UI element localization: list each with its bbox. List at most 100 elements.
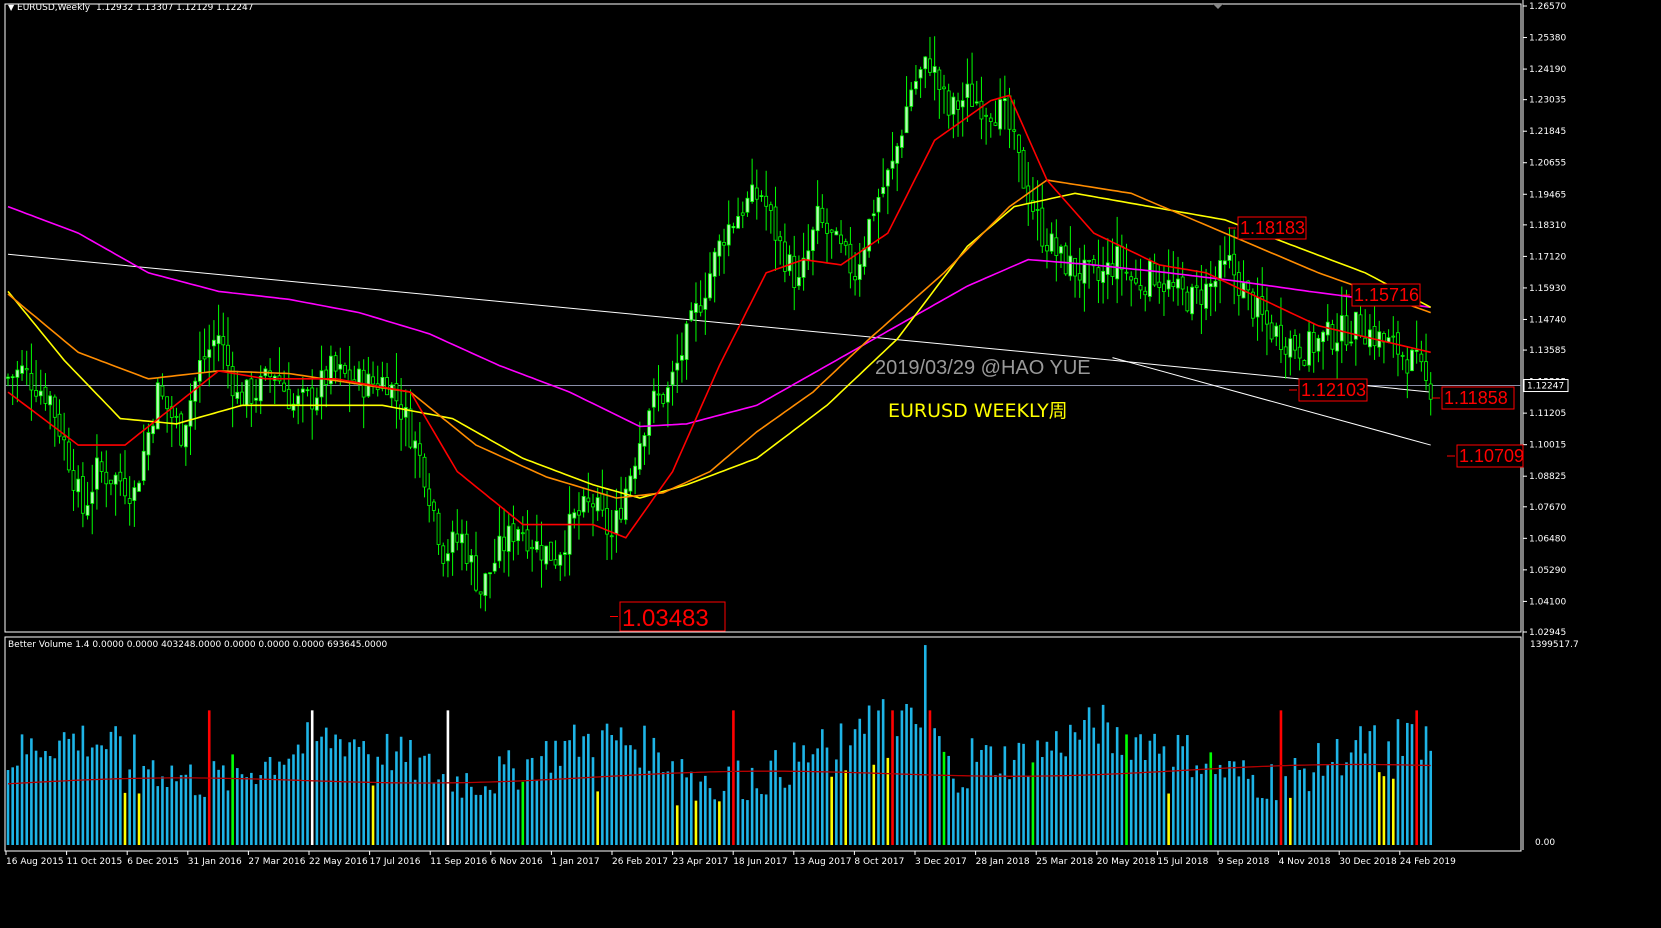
- price-tick-label: 1.23035: [1529, 96, 1566, 106]
- volume-bar: [596, 791, 599, 845]
- volume-bar: [212, 761, 216, 845]
- candle-body: [731, 226, 736, 229]
- ma-red-line: [7, 94, 1431, 539]
- volume-bar: [1087, 707, 1091, 845]
- volume-bar: [198, 794, 202, 845]
- ohlc-values: 1.12932 1.13307 1.12129 1.12247: [96, 3, 254, 13]
- candle-body: [66, 441, 71, 471]
- volume-bar: [165, 787, 169, 845]
- volume-average-line: [7, 763, 1431, 785]
- volume-bar: [104, 749, 108, 845]
- volume-bar: [250, 772, 253, 845]
- volume-bar: [1321, 775, 1325, 845]
- volume-bar: [1363, 753, 1367, 845]
- candle-body: [1316, 337, 1321, 352]
- volume-bar: [264, 761, 267, 845]
- candle-body: [942, 86, 946, 90]
- candle-body: [712, 251, 717, 277]
- candle-body: [1222, 260, 1227, 265]
- volume-bar: [268, 756, 272, 845]
- candle-body: [385, 377, 389, 396]
- candle-body: [1171, 282, 1176, 288]
- price-label: 1.12103: [1301, 380, 1366, 400]
- volume-bar: [1139, 734, 1142, 845]
- volume-bar: [605, 723, 609, 845]
- volume-bar: [315, 741, 319, 845]
- candle-body: [595, 497, 600, 512]
- volume-bar: [647, 770, 651, 845]
- volume-bar: [437, 779, 440, 845]
- candle-body: [146, 432, 151, 456]
- volume-bar: [44, 751, 47, 845]
- trendline[interactable]: [7, 253, 1113, 361]
- candle-body: [483, 573, 488, 596]
- candle-body: [1260, 296, 1265, 315]
- volume-bar: [881, 699, 885, 845]
- candle-body: [1358, 314, 1363, 337]
- volume-bar: [1111, 753, 1114, 845]
- candle-body: [502, 536, 506, 552]
- trendline[interactable]: [1112, 357, 1431, 446]
- price-label: 1.10709: [1459, 446, 1524, 466]
- volume-bar: [128, 769, 131, 845]
- candle-body: [567, 513, 572, 555]
- trendline[interactable]: [1112, 359, 1431, 393]
- volume-bar: [362, 741, 365, 845]
- candle-body: [85, 505, 90, 516]
- candle-body: [703, 297, 708, 310]
- volume-bar: [1303, 768, 1306, 845]
- volume-bar: [390, 770, 394, 845]
- candle-body: [740, 212, 745, 216]
- volume-bar: [601, 730, 604, 845]
- candle-body: [853, 276, 857, 281]
- candle-body: [825, 222, 829, 234]
- candle-body: [965, 83, 970, 98]
- candle-body: [993, 122, 998, 126]
- volume-bar: [1176, 734, 1180, 845]
- volume-bar: [680, 759, 684, 845]
- volume-bar: [708, 788, 712, 845]
- volume-bar: [554, 740, 557, 845]
- volume-bar: [460, 797, 464, 845]
- volume-bar: [984, 745, 988, 845]
- volume-bar: [1382, 776, 1386, 845]
- volume-bar: [835, 759, 838, 845]
- time-tick-label: 1 Jan 2017: [551, 857, 599, 867]
- candle-body: [109, 479, 113, 485]
- volume-bar: [259, 775, 263, 845]
- candle-body: [1138, 285, 1143, 291]
- chart-shift-marker-icon[interactable]: [1213, 4, 1223, 9]
- candle-body: [422, 456, 427, 488]
- dropdown-arrow-icon[interactable]: ▼: [8, 3, 15, 12]
- volume-bar: [615, 740, 618, 845]
- candle-body: [787, 254, 792, 272]
- candle-body: [413, 440, 418, 449]
- volume-bar: [788, 784, 791, 845]
- price-tick-label: 1.21845: [1529, 127, 1566, 137]
- volume-bar: [587, 733, 590, 845]
- volume-bar: [732, 710, 735, 845]
- volume-bar: [980, 749, 983, 845]
- price-tick-label: 1.02945: [1529, 628, 1566, 638]
- candle-body: [469, 554, 474, 563]
- volume-bar: [189, 764, 192, 845]
- volume-bar: [1232, 761, 1236, 845]
- candle-body: [488, 572, 492, 575]
- candle-body: [904, 106, 909, 134]
- candle-body: [633, 465, 638, 480]
- volume-bar: [1410, 724, 1414, 845]
- price-label: 1.03483: [622, 605, 709, 632]
- volume-bar: [1157, 753, 1161, 845]
- price-tick-label: 1.24190: [1529, 65, 1566, 75]
- volume-bar: [1045, 741, 1049, 845]
- candle-body: [1283, 346, 1288, 355]
- candle-body: [1363, 337, 1368, 345]
- volume-axis-top: 1399517.7: [1530, 640, 1579, 650]
- volume-bar: [582, 736, 585, 845]
- volume-bar: [1260, 798, 1264, 845]
- candle-body: [511, 523, 516, 543]
- volume-bar: [348, 742, 351, 845]
- candle-body: [389, 384, 394, 399]
